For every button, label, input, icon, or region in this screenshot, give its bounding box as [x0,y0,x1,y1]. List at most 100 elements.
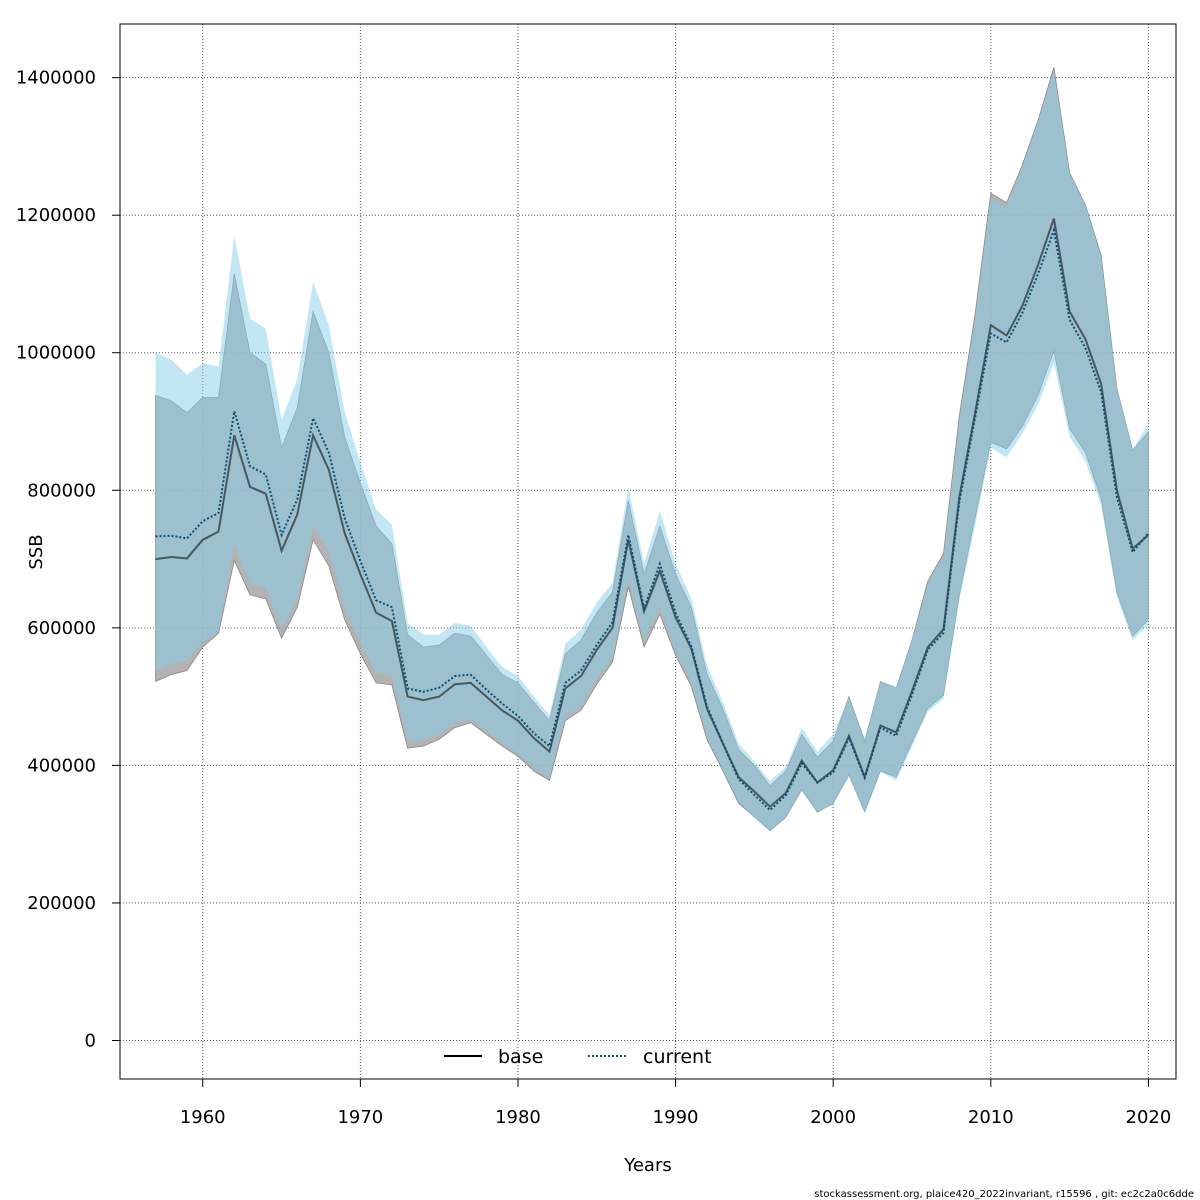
point-current [896,735,897,736]
point-base [249,486,250,487]
point-current [612,622,613,623]
x-tick-label: 2010 [968,1107,1014,1128]
point-base [990,325,991,326]
point-base [565,688,566,689]
point-base [785,792,786,793]
point-current [312,417,313,418]
y-tick-label: 0 [85,1030,96,1051]
point-base [502,710,503,711]
point-current [360,561,361,562]
x-tick-label: 1970 [337,1107,383,1128]
point-base [612,627,613,628]
point-base [344,532,345,533]
plot-frame [119,23,1177,1080]
point-current [990,333,991,334]
point-base [218,531,219,532]
point-base [1132,548,1133,549]
x-axis-title: Years [623,1155,672,1176]
point-base [234,435,235,436]
point-current [470,674,471,675]
x-tick-label: 1980 [495,1107,541,1128]
point-base [423,699,424,700]
point-current [549,746,550,747]
point-base [754,791,755,792]
point-base [517,720,518,721]
point-base [439,696,440,697]
footer-note: stockassessment.org, plaice420_2022invar… [814,1189,1194,1200]
point-base [202,539,203,540]
point-current [281,534,282,535]
series-line-base [155,218,1150,809]
y-tick-label: 1400000 [16,68,96,89]
point-base [328,469,329,470]
point-current [1148,532,1149,533]
point-current [1069,319,1070,320]
point-current [249,466,250,467]
y-tick-label: 1200000 [16,205,96,226]
point-current [580,670,581,671]
point-current [391,607,392,608]
point-current [186,538,187,539]
point-current [691,646,692,647]
point-current [911,694,912,695]
point-current [628,534,629,535]
point-base [659,570,660,571]
point-current [707,706,708,707]
point-current [202,521,203,522]
point-current [423,691,424,692]
point-current [155,536,156,537]
point-base [297,514,298,515]
legend-label-current: current [643,1046,712,1068]
point-current [1132,552,1133,553]
y-tick-label: 800000 [27,480,96,501]
point-base [1006,335,1007,336]
point-current [817,782,818,783]
point-base [880,725,881,726]
point-base [1101,383,1102,384]
point-current [596,644,597,645]
point-base [1037,264,1038,265]
point-current [407,688,408,689]
point-current [344,517,345,518]
point-base [1116,490,1117,491]
y-tick-label: 600000 [27,618,96,639]
point-base [549,751,550,752]
point-current [754,794,755,795]
point-current [785,794,786,795]
point-base [155,558,156,559]
point-base [186,558,187,559]
point-current [328,452,329,453]
point-current [722,743,723,744]
point-current [943,632,944,633]
x-tick-label: 1990 [653,1107,699,1128]
point-base [312,435,313,436]
point-current [848,737,849,738]
point-current [265,474,266,475]
series-lines [155,218,1150,812]
point-base [580,675,581,676]
point-base [896,732,897,733]
point-current [1053,230,1054,231]
point-current [297,499,298,500]
point-current [770,809,771,810]
point-base [1053,218,1054,219]
point-base [1085,338,1086,339]
x-tick-label: 2020 [1126,1107,1172,1128]
point-current [1085,347,1086,348]
axes: 1960 1970 1980 1990 2000 2010 2020 0 200000 40000… [16,68,1171,1128]
point-current [643,608,644,609]
point-base [770,806,771,807]
y-tick-label: 1000000 [16,343,96,364]
band-current [155,70,1149,832]
y-tick-label: 200000 [27,893,96,914]
point-current [833,772,834,773]
point-current [454,675,455,676]
point-base [407,696,408,697]
y-axis-title: SSB [26,534,47,569]
legend-label-base: base [498,1046,543,1068]
point-base [454,684,455,685]
point-current [1101,391,1102,392]
point-base [391,620,392,621]
point-current [864,777,865,778]
